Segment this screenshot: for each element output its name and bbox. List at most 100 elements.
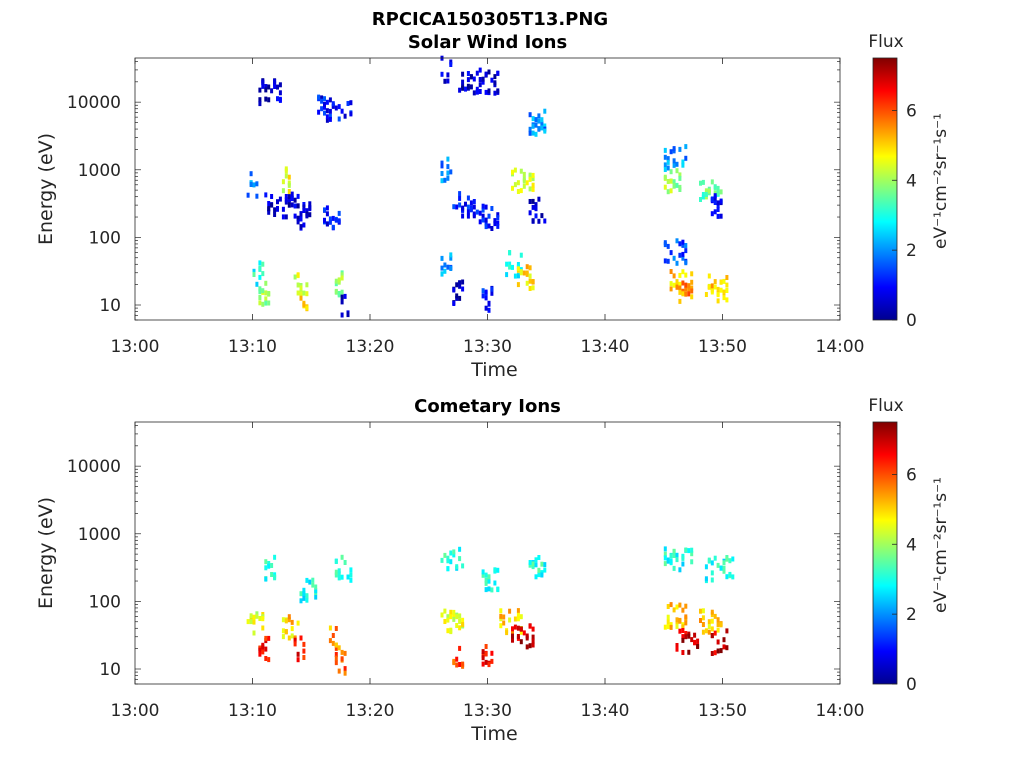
flux-cell: [496, 212, 500, 218]
flux-cell: [478, 67, 482, 73]
flux-cell: [672, 548, 676, 554]
flux-cell: [728, 558, 732, 564]
flux-cell: [669, 558, 673, 564]
flux-cell: [267, 201, 271, 206]
colorbar: Flux 0 2 4 6 eV⁻¹cm⁻²sr⁻¹s⁻¹: [868, 32, 951, 331]
flux-cell: [675, 284, 679, 290]
flux-cell: [713, 209, 717, 215]
flux-cell: [475, 70, 479, 76]
flux-cell: [540, 117, 544, 123]
flux-cell: [522, 270, 526, 276]
flux-cell: [707, 624, 711, 629]
flux-cell: [511, 185, 514, 191]
flux-cell: [320, 98, 324, 104]
flux-cell: [722, 278, 726, 284]
flux-cell: [531, 642, 535, 648]
flux-cell: [519, 188, 523, 194]
flux-cell: [543, 218, 547, 224]
flux-cell: [531, 204, 535, 210]
x-tick-label: 13:20: [346, 701, 395, 721]
flux-cell: [458, 645, 462, 651]
flux-cell: [249, 619, 253, 625]
flux-cell: [508, 250, 512, 256]
flux-cell: [267, 635, 271, 641]
flux-cell: [343, 670, 347, 676]
flux-cell: [675, 552, 679, 558]
flux-cell: [461, 286, 465, 292]
flux-cell: [284, 194, 288, 199]
flux-cell: [458, 295, 462, 301]
flux-cell: [669, 286, 673, 292]
flux-cell: [328, 638, 332, 644]
flux-cell: [284, 166, 288, 172]
flux-cell: [716, 185, 720, 191]
flux-cell: [484, 644, 488, 649]
flux-cell: [484, 204, 488, 210]
flux-cell: [334, 642, 338, 648]
flux-cell: [475, 209, 479, 215]
flux-cell: [681, 239, 685, 245]
flux-cell: [493, 90, 497, 96]
flux-cell: [531, 123, 535, 129]
flux-cell: [276, 206, 279, 211]
flux-cell: [458, 202, 462, 208]
flux-cell: [684, 631, 688, 636]
flux-cell: [663, 184, 667, 190]
flux-cell: [337, 571, 341, 577]
flux-cell: [493, 221, 497, 227]
colorbar-label: eV⁻¹cm⁻²sr⁻¹s⁻¹: [931, 113, 951, 249]
flux-cell: [461, 622, 465, 627]
flux-cell: [716, 298, 720, 304]
flux-cell: [440, 265, 444, 271]
flux-cell: [699, 608, 702, 614]
flux-cell: [446, 170, 450, 176]
colorbar-gradient: [872, 421, 898, 685]
flux-cell: [296, 290, 300, 296]
flux-cell: [293, 641, 297, 647]
flux-cell: [666, 557, 670, 563]
flux-cell: [678, 628, 682, 634]
flux-cell: [449, 266, 453, 271]
flux-cell: [719, 622, 723, 628]
flux-cell: [440, 171, 444, 176]
flux-cell: [273, 554, 277, 560]
flux-cell: [540, 561, 544, 567]
flux-cell: [337, 277, 341, 283]
colorbar-gradient: [872, 57, 898, 321]
flux-cell: [261, 271, 265, 277]
flux-cell: [284, 629, 288, 635]
flux-cell: [678, 172, 682, 178]
flux-cell: [249, 616, 253, 622]
flux-cell: [516, 282, 520, 288]
flux-cell: [481, 288, 485, 294]
flux-cell: [663, 555, 667, 561]
flux-cell: [258, 295, 262, 300]
flux-cell: [452, 549, 456, 555]
colorbar-title: Flux: [868, 32, 903, 52]
flux-cell: [487, 88, 491, 94]
flux-burst: [663, 144, 729, 304]
flux-cell: [534, 206, 538, 212]
flux-cell: [461, 79, 465, 85]
flux-cell: [516, 625, 520, 631]
flux-cell: [249, 182, 253, 187]
flux-cell: [284, 173, 288, 179]
flux-cell: [719, 198, 723, 204]
flux-cell: [281, 179, 285, 185]
flux-cell: [684, 272, 688, 278]
flux-cell: [346, 312, 350, 318]
flux-cell: [337, 575, 341, 581]
flux-cell: [681, 159, 685, 165]
flux-cell: [337, 645, 341, 651]
flux-cell: [713, 650, 717, 656]
flux-cell: [323, 101, 326, 107]
y-tick-label: 10000: [67, 457, 121, 477]
flux-cell: [449, 614, 453, 620]
flux-cell: [663, 561, 667, 567]
flux-cell: [469, 84, 473, 90]
flux-cell: [716, 292, 720, 298]
flux-cell: [675, 161, 679, 167]
flux-cell: [525, 264, 529, 270]
flux-cell: [710, 609, 714, 615]
flux-cell: [293, 213, 297, 219]
